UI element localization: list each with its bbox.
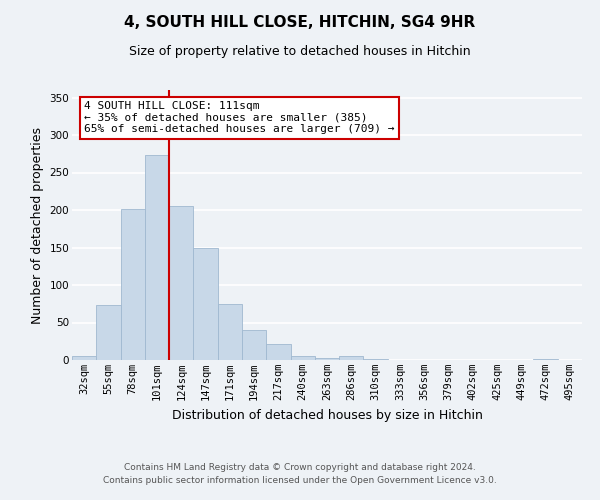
Bar xyxy=(218,304,242,360)
Text: 4 SOUTH HILL CLOSE: 111sqm
← 35% of detached houses are smaller (385)
65% of sem: 4 SOUTH HILL CLOSE: 111sqm ← 35% of deta… xyxy=(84,101,395,134)
Bar xyxy=(169,206,193,360)
Bar xyxy=(339,356,364,360)
Text: 4, SOUTH HILL CLOSE, HITCHIN, SG4 9HR: 4, SOUTH HILL CLOSE, HITCHIN, SG4 9HR xyxy=(124,15,476,30)
Bar xyxy=(290,356,315,360)
Bar xyxy=(266,344,290,360)
Bar xyxy=(72,356,96,360)
Bar xyxy=(315,358,339,360)
Bar xyxy=(364,358,388,360)
X-axis label: Distribution of detached houses by size in Hitchin: Distribution of detached houses by size … xyxy=(172,408,482,422)
Y-axis label: Number of detached properties: Number of detached properties xyxy=(31,126,44,324)
Bar xyxy=(145,154,169,360)
Bar xyxy=(242,330,266,360)
Bar xyxy=(533,358,558,360)
Bar xyxy=(193,248,218,360)
Bar xyxy=(121,208,145,360)
Text: Contains HM Land Registry data © Crown copyright and database right 2024.
Contai: Contains HM Land Registry data © Crown c… xyxy=(103,464,497,485)
Bar xyxy=(96,304,121,360)
Text: Size of property relative to detached houses in Hitchin: Size of property relative to detached ho… xyxy=(129,45,471,58)
